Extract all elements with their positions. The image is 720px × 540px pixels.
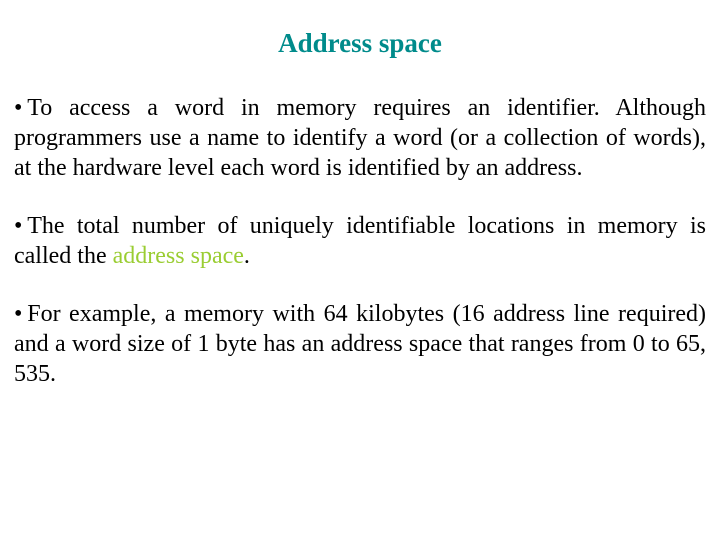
paragraph-2: • The total number of uniquely identifia… — [14, 211, 706, 271]
slide-title: Address space — [14, 28, 706, 59]
para3-text: For example, a memory with 64 kilobytes … — [14, 301, 706, 387]
slide-container: Address space • To access a word in memo… — [0, 0, 720, 540]
para1-text: To access a word in memory requires an i… — [14, 95, 706, 181]
paragraph-3: • For example, a memory with 64 kilobyte… — [14, 299, 706, 389]
paragraph-1: • To access a word in memory requires an… — [14, 93, 706, 183]
highlight-term: address space — [113, 243, 244, 269]
para2-post: . — [244, 243, 250, 269]
